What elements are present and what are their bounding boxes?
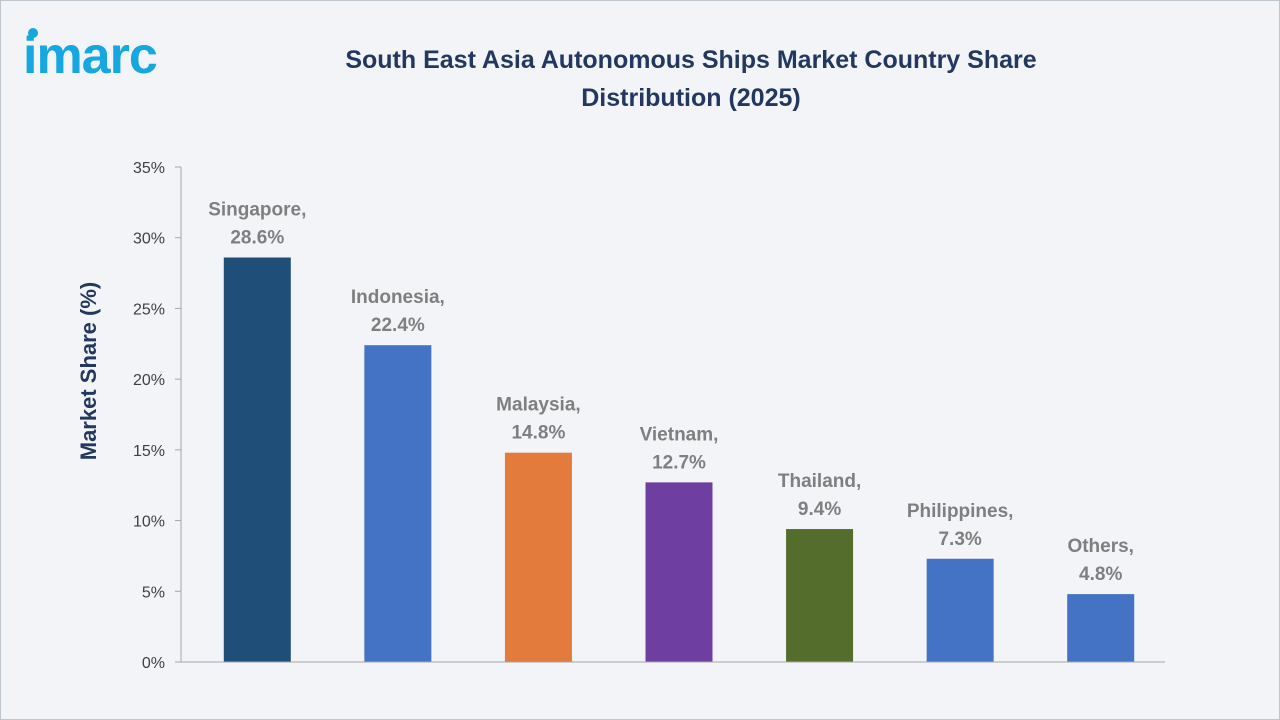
y-tick-label: 30% xyxy=(133,231,165,248)
y-tick-label: 15% xyxy=(133,443,165,460)
imarc-logo: imarc xyxy=(23,27,158,85)
data-label-category: Indonesia, xyxy=(351,287,445,308)
data-label-category: Singapore, xyxy=(208,200,306,221)
bar-indonesia xyxy=(364,345,432,662)
data-label-value: 22.4% xyxy=(371,315,425,336)
data-label-value: 4.8% xyxy=(1079,564,1122,585)
data-label-category: Malaysia, xyxy=(496,395,581,416)
data-label-value: 7.3% xyxy=(938,529,981,550)
bar-others xyxy=(1067,594,1135,662)
bar-thailand xyxy=(786,529,854,662)
bar-philippines xyxy=(926,558,994,662)
logo-dot xyxy=(28,28,38,38)
data-label-category: Vietnam, xyxy=(640,424,719,445)
y-tick-label: 10% xyxy=(133,514,165,531)
data-label-category: Others, xyxy=(1067,536,1134,557)
logo-text: imarc xyxy=(23,27,157,85)
data-label-value: 9.4% xyxy=(798,499,841,520)
bar-malaysia xyxy=(504,452,572,662)
data-label-value: 28.6% xyxy=(230,228,284,249)
data-label-value: 12.7% xyxy=(652,452,706,473)
data-label-value: 14.8% xyxy=(511,423,565,444)
y-tick-label: 5% xyxy=(142,584,165,601)
y-tick-label: 35% xyxy=(133,160,165,177)
y-tick-label: 0% xyxy=(142,655,165,672)
y-tick-label: 20% xyxy=(133,372,165,389)
data-label-category: Philippines, xyxy=(907,501,1014,522)
bar-singapore xyxy=(223,257,291,662)
y-tick-label: 25% xyxy=(133,301,165,318)
data-label-category: Thailand, xyxy=(778,471,861,492)
chart-title: South East Asia Autonomous Ships Market … xyxy=(345,46,1037,112)
bar-vietnam xyxy=(645,482,713,662)
